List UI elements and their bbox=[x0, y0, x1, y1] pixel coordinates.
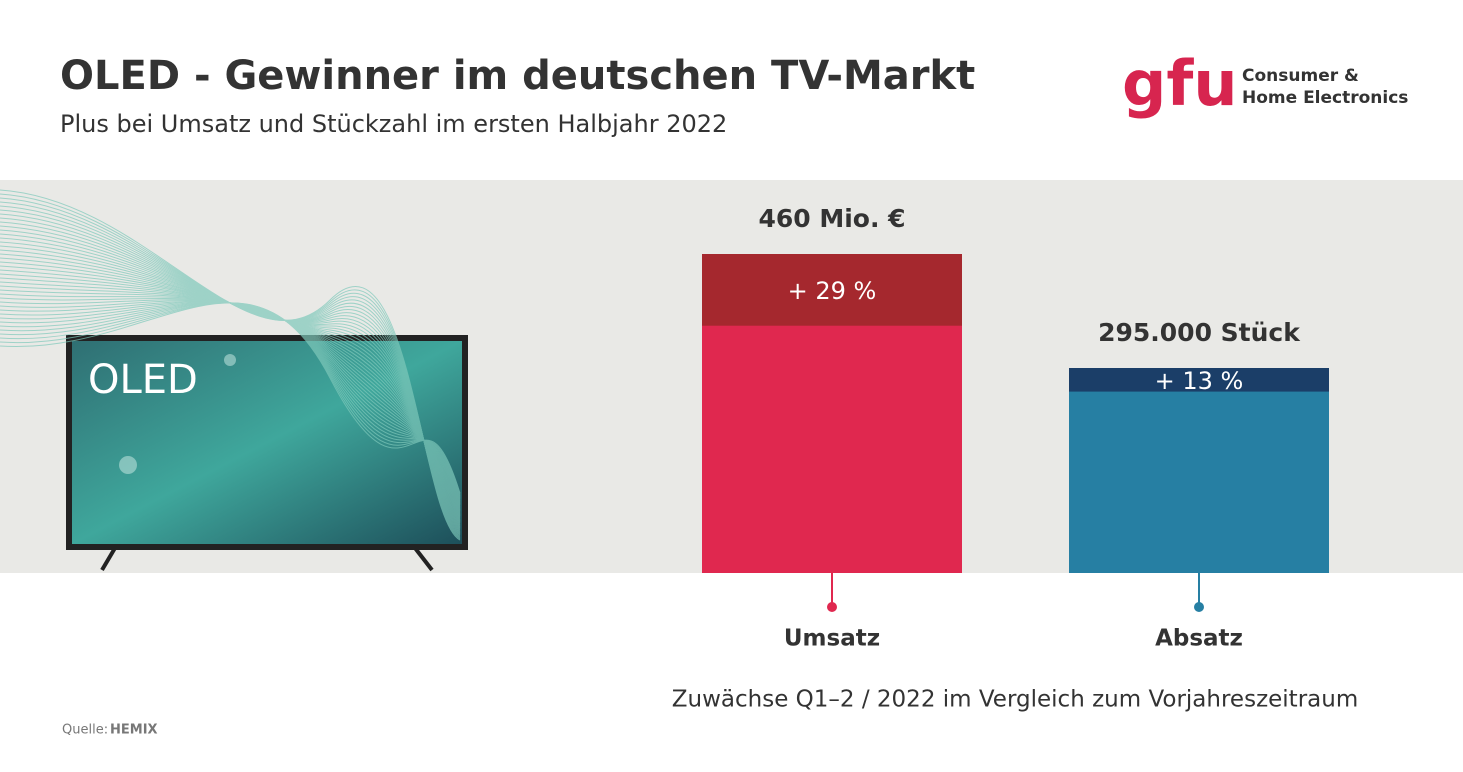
tv-label: OLED bbox=[88, 357, 198, 403]
wave bbox=[0, 302, 461, 494]
logo-line: Consumer & bbox=[1242, 66, 1359, 86]
source-label: Quelle: bbox=[62, 723, 108, 738]
growth-label: + 13 % bbox=[1155, 367, 1244, 395]
source-name: HEMIX bbox=[110, 723, 158, 738]
bar bbox=[1069, 368, 1329, 573]
category-label: Absatz bbox=[1155, 626, 1243, 652]
subtitle: Plus bei Umsatz und Stückzahl im ersten … bbox=[60, 110, 727, 138]
stem-dot bbox=[1194, 602, 1204, 612]
growth-label: + 29 % bbox=[788, 277, 877, 305]
value-label: 460 Mio. € bbox=[758, 204, 905, 233]
growth-segment bbox=[702, 254, 962, 326]
title: OLED - Gewinner im deutschen TV-Markt bbox=[60, 53, 975, 99]
tv: OLED bbox=[0, 189, 468, 572]
note: Zuwächse Q1–2 / 2022 im Vergleich zum Vo… bbox=[672, 687, 1358, 713]
value-label: 295.000 Stück bbox=[1098, 318, 1301, 347]
category-label: Umsatz bbox=[784, 626, 880, 652]
logo-line: Home Electronics bbox=[1242, 88, 1408, 108]
growth-segment bbox=[1069, 368, 1329, 392]
stem-dot bbox=[827, 602, 837, 612]
logo-brand: gfu bbox=[1122, 47, 1238, 120]
